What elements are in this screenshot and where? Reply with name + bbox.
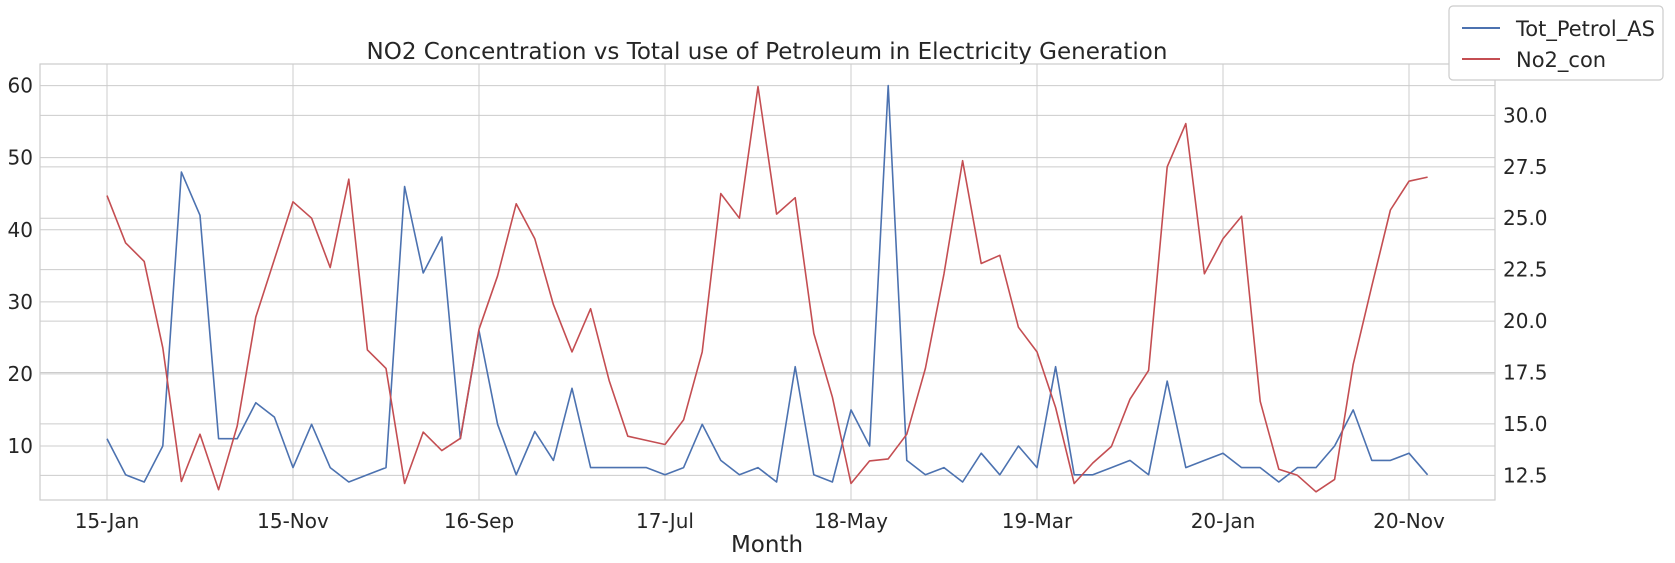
legend-label-tot-petrol-as: Tot_Petrol_AS (1515, 17, 1655, 42)
x-tick-label: 18-May (814, 509, 888, 533)
legend-box (1448, 5, 1664, 81)
right-tick-label: 30.0 (1503, 103, 1548, 127)
tick-layer: 15-Jan 15-Nov 16-Sep 17-Jul 18-May 19-Mar 20-J… (8, 74, 1548, 533)
x-tick-label: 17-Jul (636, 509, 694, 533)
series-layer (106, 84, 1429, 493)
right-tick-label: 20.0 (1503, 309, 1548, 333)
left-tick-label: 30 (8, 290, 33, 314)
grid-layer (40, 64, 1495, 500)
chart-title: NO2 Concentration vs Total use of Petrol… (367, 39, 1168, 65)
left-tick-label: 60 (8, 74, 33, 98)
legend-label-no2-con: No2_con (1516, 48, 1606, 73)
x-tick-label: 20-Jan (1191, 509, 1256, 533)
x-axis-title: Month (731, 532, 803, 558)
x-tick-label: 15-Jan (75, 509, 140, 533)
series-line-tot-petrol-as (106, 84, 1429, 483)
right-tick-label: 15.0 (1503, 412, 1548, 436)
right-tick-label: 22.5 (1503, 258, 1548, 282)
right-tick-label: 12.5 (1503, 463, 1548, 487)
x-tick-label: 16-Sep (444, 509, 514, 533)
left-tick-label: 40 (8, 218, 33, 242)
plot-frame (39, 63, 1496, 501)
x-tick-label: 15-Nov (257, 509, 329, 533)
series-line-no2-con (106, 85, 1428, 493)
left-tick-label: 20 (8, 362, 33, 386)
left-tick-label: 10 (8, 434, 33, 458)
right-tick-label: 17.5 (1503, 360, 1548, 384)
left-tick-label: 50 (8, 146, 33, 170)
x-tick-label: 19-Mar (1002, 509, 1073, 533)
legend: Tot_Petrol_AS No2_con (1448, 5, 1664, 81)
x-tick-label: 20-Nov (1373, 509, 1445, 533)
right-tick-label: 27.5 (1503, 155, 1548, 179)
right-tick-label: 25.0 (1503, 206, 1548, 230)
